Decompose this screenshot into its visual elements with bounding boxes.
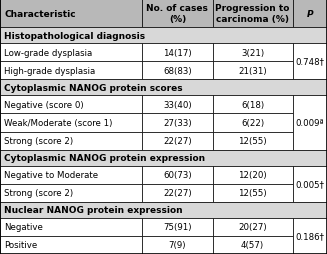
Bar: [0, 202, 327, 218]
Text: Strong (score 2): Strong (score 2): [4, 188, 73, 197]
Text: 3(21): 3(21): [241, 49, 264, 57]
Text: 6(18): 6(18): [241, 101, 264, 109]
Text: 12(55): 12(55): [238, 136, 267, 146]
Bar: [0, 0, 142, 28]
Bar: [293, 96, 327, 150]
Text: P: P: [306, 9, 313, 19]
Bar: [293, 218, 327, 254]
Bar: [293, 0, 327, 28]
Bar: [213, 114, 293, 132]
Text: Nuclear NANOG protein expression: Nuclear NANOG protein expression: [4, 205, 182, 214]
Text: 0.186†: 0.186†: [295, 231, 324, 241]
Text: 0.005†: 0.005†: [295, 180, 324, 188]
Text: 20(27): 20(27): [238, 223, 267, 231]
Text: 14(17): 14(17): [163, 49, 192, 57]
Bar: [0, 166, 142, 184]
Bar: [142, 218, 213, 236]
Bar: [142, 96, 213, 114]
Text: Cytoplasmic NANOG protein scores: Cytoplasmic NANOG protein scores: [4, 84, 182, 92]
Bar: [213, 44, 293, 62]
Text: 27(33): 27(33): [163, 119, 192, 128]
Text: 7(9): 7(9): [169, 241, 186, 249]
Bar: [0, 44, 142, 62]
Text: 12(55): 12(55): [238, 188, 267, 197]
Text: Weak/Moderate (score 1): Weak/Moderate (score 1): [4, 119, 112, 128]
Text: Characteristic: Characteristic: [4, 9, 76, 19]
Bar: [142, 184, 213, 202]
Text: 0.748†: 0.748†: [295, 57, 324, 67]
Text: 75(91): 75(91): [163, 223, 192, 231]
Text: Progression to
carcinoma (%): Progression to carcinoma (%): [215, 4, 290, 24]
Bar: [142, 132, 213, 150]
Bar: [0, 80, 327, 96]
Bar: [0, 150, 327, 166]
Bar: [213, 62, 293, 80]
Bar: [213, 184, 293, 202]
Text: 0.009ª: 0.009ª: [296, 119, 324, 128]
Bar: [293, 44, 327, 80]
Bar: [0, 96, 142, 114]
Bar: [0, 236, 142, 254]
Text: Negative (score 0): Negative (score 0): [4, 101, 84, 109]
Bar: [0, 62, 142, 80]
Bar: [0, 218, 142, 236]
Text: High-grade dysplasia: High-grade dysplasia: [4, 67, 95, 75]
Bar: [213, 0, 293, 28]
Bar: [142, 0, 213, 28]
Bar: [0, 28, 327, 44]
Text: 4(57): 4(57): [241, 241, 264, 249]
Text: 68(83): 68(83): [163, 67, 192, 75]
Bar: [142, 236, 213, 254]
Bar: [0, 114, 142, 132]
Text: 21(31): 21(31): [238, 67, 267, 75]
Text: 6(22): 6(22): [241, 119, 264, 128]
Text: Negative to Moderate: Negative to Moderate: [4, 170, 98, 180]
Text: Negative: Negative: [4, 223, 43, 231]
Text: Strong (score 2): Strong (score 2): [4, 136, 73, 146]
Text: 60(73): 60(73): [163, 170, 192, 180]
Bar: [142, 44, 213, 62]
Text: Positive: Positive: [4, 241, 37, 249]
Bar: [0, 184, 142, 202]
Text: 22(27): 22(27): [163, 136, 192, 146]
Text: No. of cases
(%): No. of cases (%): [146, 4, 208, 24]
Bar: [0, 132, 142, 150]
Bar: [142, 62, 213, 80]
Bar: [213, 96, 293, 114]
Text: Cytoplasmic NANOG protein expression: Cytoplasmic NANOG protein expression: [4, 153, 205, 163]
Text: Histopathological diagnosis: Histopathological diagnosis: [4, 31, 145, 40]
Text: Low-grade dysplasia: Low-grade dysplasia: [4, 49, 92, 57]
Text: 22(27): 22(27): [163, 188, 192, 197]
Text: 33(40): 33(40): [163, 101, 192, 109]
Bar: [293, 166, 327, 202]
Bar: [213, 166, 293, 184]
Text: 12(20): 12(20): [238, 170, 267, 180]
Bar: [213, 218, 293, 236]
Bar: [142, 114, 213, 132]
Bar: [213, 236, 293, 254]
Bar: [213, 132, 293, 150]
Bar: [142, 166, 213, 184]
